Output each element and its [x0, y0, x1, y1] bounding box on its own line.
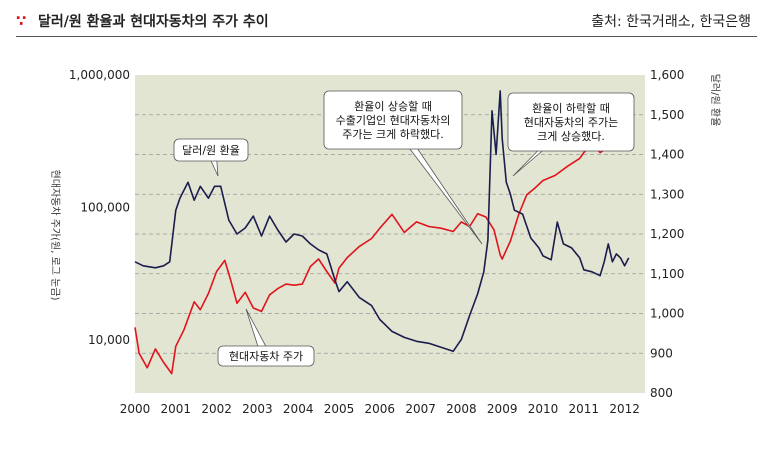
x-tick-label: 2002 — [201, 402, 232, 416]
callout-text: 환율이 하락할 때 — [532, 101, 610, 115]
annotation-exchange: 달러/원 환율 — [173, 138, 249, 177]
x-tick-label: 2009 — [487, 402, 518, 416]
series-exchange-rate — [134, 90, 630, 353]
callout-text: 크게 상승했다. — [537, 130, 605, 143]
x-tick-label: 2000 — [120, 402, 151, 416]
callout-text: 현대자동차의 주가는 — [524, 116, 619, 129]
series-stock-price — [134, 141, 630, 375]
callout-box — [323, 90, 463, 150]
callout-box — [173, 138, 249, 162]
right-tick-label: 1,600 — [650, 68, 684, 82]
right-tick-label: 1,400 — [650, 148, 684, 162]
x-tick-label: 2007 — [405, 402, 436, 416]
chart-header: ∵ 달러/원 환율과 현대자동차의 주가 추이 출처: 한국거래소, 한국은행 — [0, 0, 773, 40]
x-tick-label: 2008 — [446, 402, 477, 416]
right-tick-label: 1,100 — [650, 267, 684, 281]
callout-text: 주가는 크게 하락했다. — [342, 127, 444, 141]
x-tick-label: 2003 — [242, 402, 273, 416]
callout-box — [217, 345, 315, 367]
chart-source: 출처: 한국거래소, 한국은행 — [591, 14, 751, 30]
header-divider — [16, 36, 757, 37]
x-tick-label: 2010 — [528, 402, 559, 416]
x-tick-label: 2011 — [569, 402, 600, 416]
bullet-icon: ∵ — [16, 12, 27, 30]
callout-text: 현대자동차 주가 — [229, 350, 303, 363]
x-tick-label: 2012 — [609, 402, 640, 416]
x-tick-label: 2006 — [365, 402, 396, 416]
right-tick-label: 1,500 — [650, 108, 684, 122]
x-tick-label: 2004 — [283, 402, 314, 416]
right-tick-label: 1,300 — [650, 187, 684, 201]
annotation-stock: 현대자동차 주가 — [217, 308, 315, 367]
callout-text: 수출기업인 현대자동차의 — [336, 114, 451, 127]
x-tick-label: 2005 — [324, 402, 355, 416]
right-tick-label: 800 — [650, 386, 673, 400]
right-axis-label: 달러/원 환율 — [709, 74, 721, 127]
callout-box — [507, 92, 635, 152]
callout-text: 달러/원 환율 — [182, 144, 240, 157]
callout-text: 환율이 상승할 때 — [354, 100, 432, 113]
chart-title: 달러/원 환율과 현대자동차의 주가 추이 — [38, 14, 269, 30]
x-tick-label: 2001 — [161, 402, 192, 416]
right-tick-label: 1,200 — [650, 227, 684, 241]
right-tick-label: 1,000 — [650, 307, 684, 321]
left-axis-label: 현대자동차 주가(원, 로그 눈금) — [49, 170, 61, 301]
right-tick-label: 900 — [650, 346, 673, 360]
left-tick-label: 100,000 — [80, 201, 130, 215]
left-tick-label: 1,000,000 — [69, 68, 130, 82]
left-tick-label: 10,000 — [88, 333, 130, 347]
